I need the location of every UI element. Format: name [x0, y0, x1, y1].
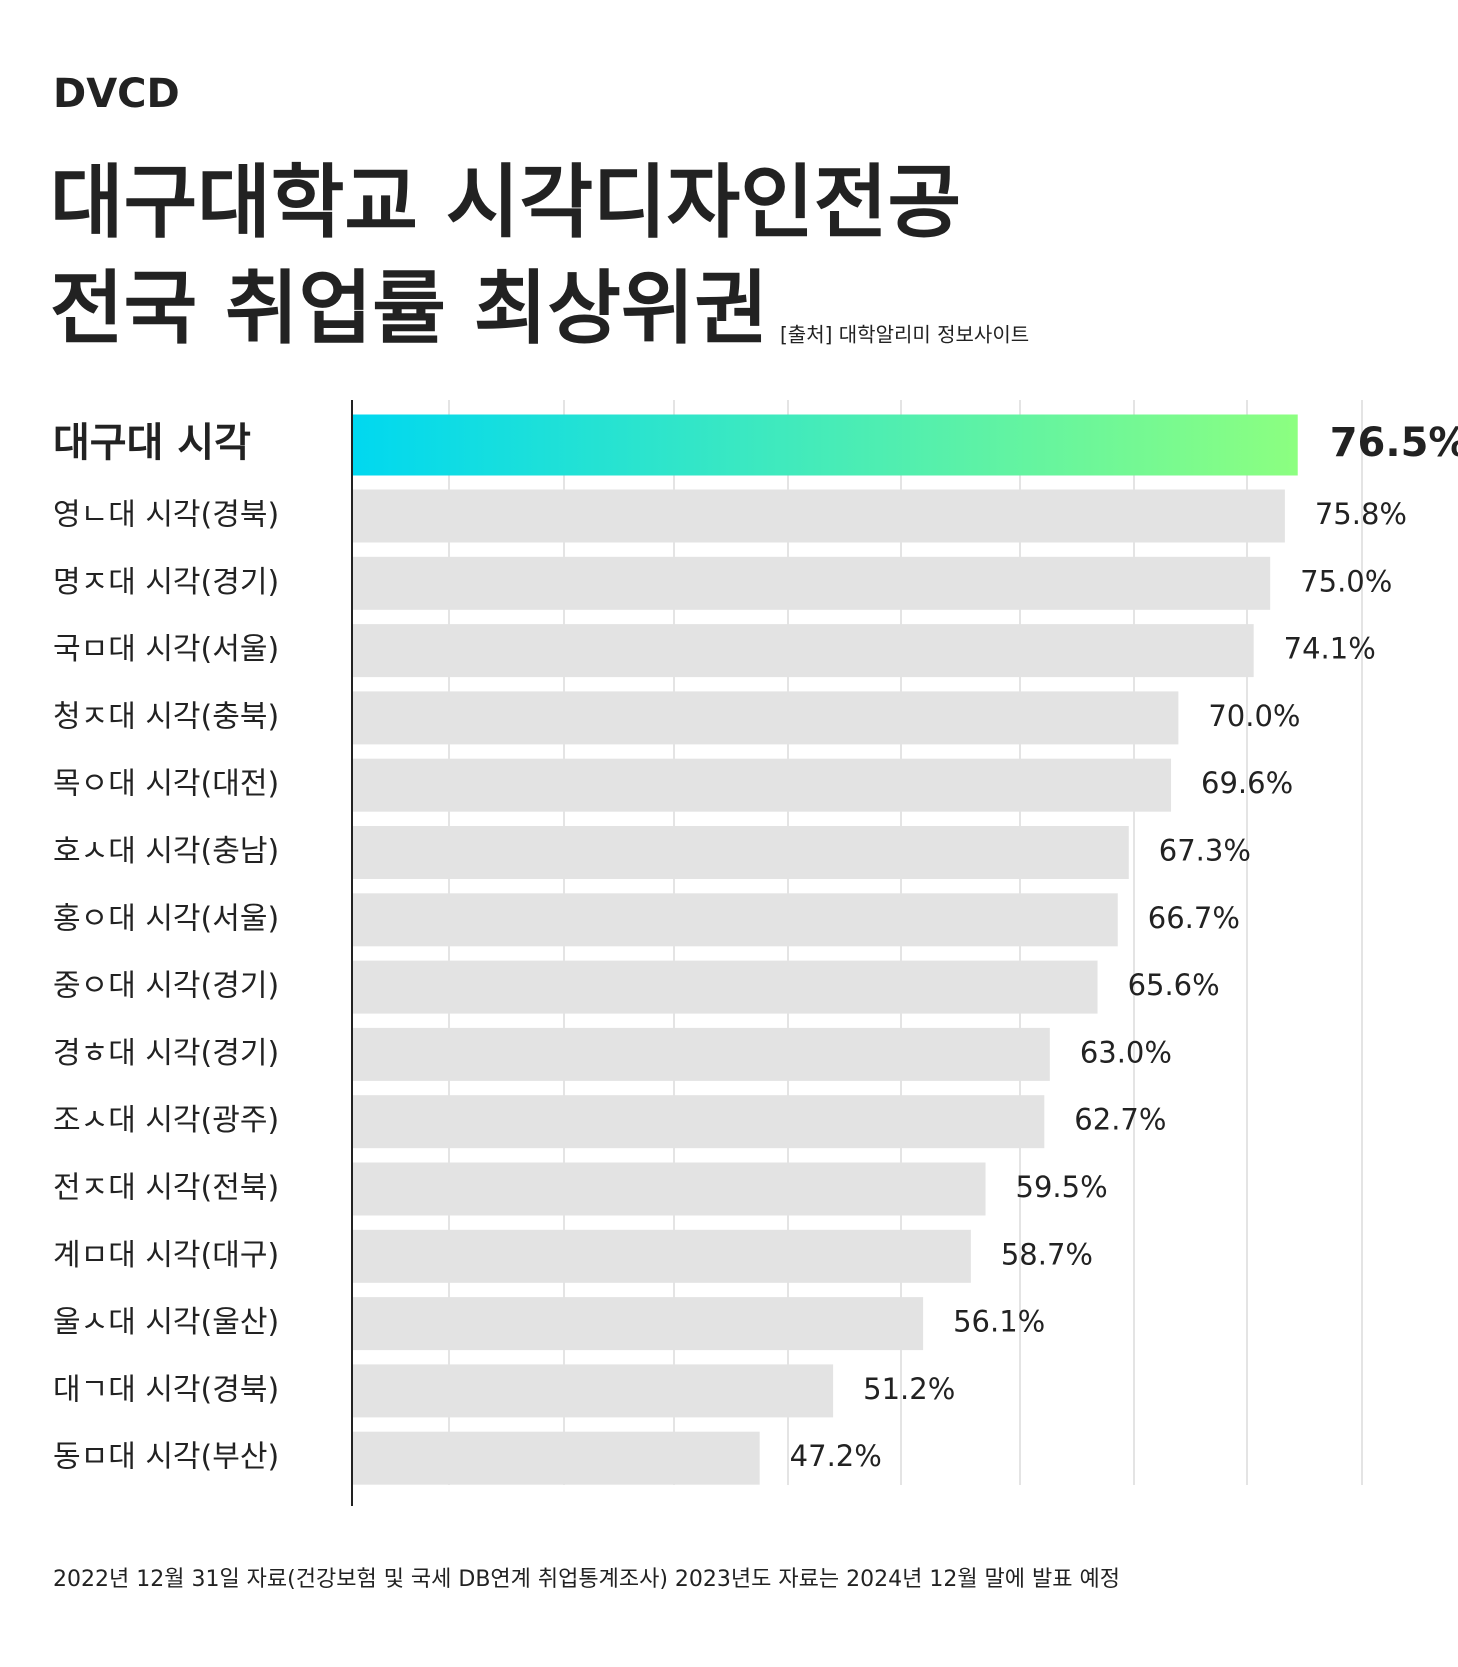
bar	[352, 893, 1118, 947]
source: [출처] 대학알리미 정보사이트	[780, 323, 1029, 347]
brand: DVCD	[53, 71, 180, 117]
category-label: 전ㅈ대 시각(전북)	[53, 1171, 279, 1206]
chart-title: 전국 취업률 최상위권	[50, 262, 768, 355]
value-label: 74.1%	[1284, 632, 1376, 666]
chart-title: 대구대학교 시각디자인전공	[50, 156, 961, 249]
footnote: 2022년 12월 31일 자료(건강보험 및 국세 DB연계 취업통계조사) …	[53, 1567, 1120, 1592]
category-label: 중ㅇ대 시각(경기)	[53, 969, 279, 1004]
highlight-bar	[352, 414, 1298, 476]
bar	[352, 1095, 1045, 1149]
bar	[352, 1431, 760, 1485]
category-label: 경ㅎ대 시각(경기)	[53, 1036, 279, 1071]
category-label: 동ㅁ대 시각(부산)	[53, 1440, 279, 1475]
value-label: 59.5%	[1016, 1170, 1108, 1204]
bar	[352, 624, 1254, 678]
bar	[352, 489, 1285, 543]
value-label: 66.7%	[1148, 901, 1240, 935]
category-label: 목ㅇ대 시각(대전)	[53, 767, 279, 802]
category-label: 대ㄱ대 시각(경북)	[53, 1372, 279, 1407]
value-label: 47.2%	[790, 1439, 882, 1473]
category-label: 국ㅁ대 시각(서울)	[53, 632, 279, 667]
value-label: 65.6%	[1128, 968, 1220, 1002]
bar	[352, 1027, 1050, 1081]
bar	[352, 1162, 986, 1216]
value-label: 56.1%	[953, 1305, 1045, 1339]
bar	[352, 1297, 924, 1351]
value-label: 76.5%	[1330, 420, 1458, 466]
value-label: 58.7%	[1001, 1237, 1093, 1271]
value-label: 75.8%	[1315, 497, 1407, 531]
bar	[352, 758, 1172, 812]
category-label: 계ㅁ대 시각(대구)	[53, 1238, 279, 1273]
value-label: 69.6%	[1201, 766, 1293, 800]
category-label: 조ㅅ대 시각(광주)	[53, 1103, 279, 1138]
bar	[352, 691, 1179, 745]
category-label: 청ㅈ대 시각(충북)	[53, 699, 279, 734]
bar	[352, 960, 1098, 1014]
category-label: 명ㅈ대 시각(경기)	[53, 565, 279, 600]
value-label: 63.0%	[1080, 1035, 1172, 1069]
category-label: 영ㄴ대 시각(경북)	[53, 498, 279, 533]
value-label: 75.0%	[1300, 564, 1392, 598]
value-label: 70.0%	[1208, 699, 1300, 733]
value-label: 62.7%	[1074, 1103, 1166, 1137]
bar	[352, 1229, 971, 1283]
value-label: 51.2%	[863, 1372, 955, 1406]
value-label: 67.3%	[1159, 834, 1251, 868]
bar	[352, 556, 1271, 610]
category-label: 홍ㅇ대 시각(서울)	[53, 901, 279, 936]
category-label: 대구대 시각	[53, 420, 251, 466]
category-label: 호ㅅ대 시각(충남)	[53, 834, 279, 869]
category-label: 울ㅅ대 시각(울산)	[53, 1305, 279, 1340]
bar	[352, 826, 1129, 879]
bar	[352, 1364, 834, 1418]
